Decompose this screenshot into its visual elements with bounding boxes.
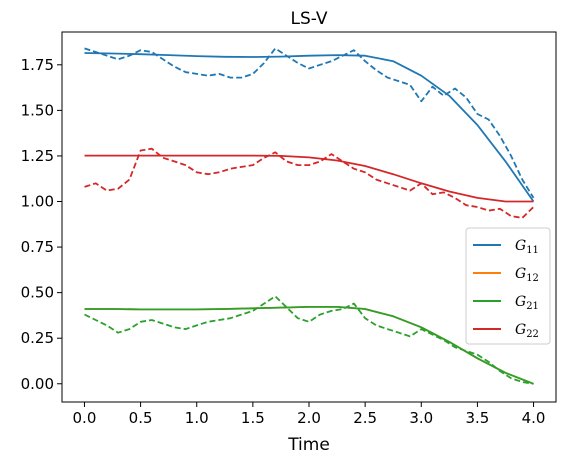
x-tick-label: 0.0 [73,409,97,427]
y-tick-label: 1.00 [21,193,54,211]
legend-label-base: G [515,266,526,282]
x-tick-label: 3.0 [409,409,433,427]
legend-label-base: G [515,322,526,338]
x-tick-label: 2.5 [353,409,377,427]
y-axis: 0.00 0.25 0.50 0.75 1.00 1.25 1.50 1.75 [21,56,62,393]
x-tick-label: 1.5 [241,409,265,427]
legend-label-subscript: 22 [526,329,539,340]
legend-label-subscript: 12 [526,273,539,284]
plot-series [84,47,535,385]
y-tick-label: 0.00 [21,375,54,393]
legend-label: G12 [515,266,539,284]
x-tick-label: 3.5 [465,409,489,427]
y-tick-label: 1.25 [21,147,54,165]
chart-title: LS-V [290,9,327,29]
series-line-5-dashed [84,295,534,385]
legend-label-base: G [515,238,526,254]
legend-box [465,227,551,345]
legend-label-subscript: 21 [526,301,539,312]
x-axis: 0.0 0.5 1.0 1.5 2.0 2.5 3.0 3.5 4.0 [73,402,546,427]
series-line-4-solid [84,306,534,385]
y-tick-label: 0.75 [21,238,54,256]
x-axis-label: Time [287,435,330,455]
x-tick-label: 0.5 [129,409,153,427]
x-tick-label: 2.0 [297,409,321,427]
x-tick-label: 1.0 [185,409,209,427]
y-tick-label: 1.75 [21,56,54,74]
series-line-2-dashed [84,47,535,199]
series-line-7-dashed [84,147,535,219]
legend-label: G21 [515,294,539,312]
legend-label-base: G [515,294,526,310]
y-tick-label: 1.50 [21,101,54,119]
legend-label-subscript: 11 [526,245,539,256]
series-line-1-solid [84,52,535,203]
x-tick-label: 4.0 [522,409,546,427]
legend-label: G11 [515,238,539,256]
legend-label: G22 [515,322,539,340]
y-tick-label: 0.50 [21,284,54,302]
y-tick-label: 0.25 [21,329,54,347]
